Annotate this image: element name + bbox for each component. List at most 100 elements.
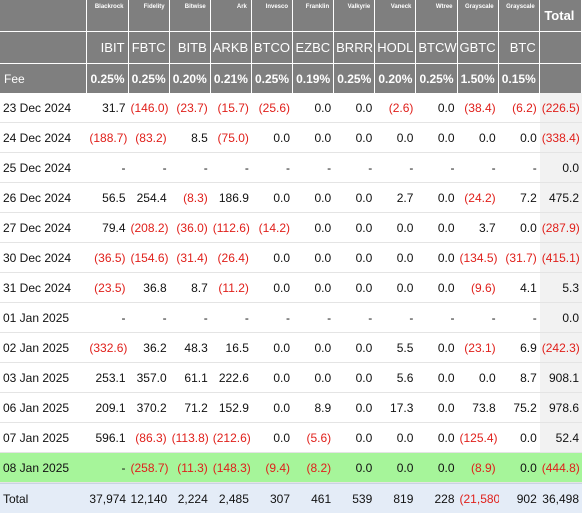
total-cell: 2,485 [210, 483, 252, 513]
flow-cell: - [498, 303, 540, 333]
flow-cell: (332.6) [87, 333, 129, 363]
table-row: 06 Jan 2025 209.1 370.2 71.2 152.9 0.0 8.9 0.0 1… [0, 393, 582, 423]
ticker-header: HODL [375, 31, 417, 63]
grand-total: 36,498 [539, 483, 582, 513]
table-row: 07 Jan 2025 596.1 (86.3) (113.8) (212.6) 0.0(… [0, 423, 582, 453]
fee-value: 0.25% [251, 63, 294, 93]
flow-cell: 0.0 [251, 243, 294, 273]
table-row: 03 Jan 2025 253.1 357.0 61.1 222.6 0.0 0.0 0.0 5… [0, 363, 582, 393]
ticker-header: BRRR [334, 31, 376, 63]
flow-cell: (258.7) [128, 453, 170, 483]
flow-cell: 8.9 [293, 393, 335, 423]
ticker-header: ARKB [210, 31, 252, 63]
table-row: 31 Dec 2024 (23.5) 36.8 8.7 (11.2) 0.0 0.0 0.0 0… [0, 273, 582, 303]
total-cell: 2,224 [169, 483, 211, 513]
flow-cell: (8.2) [293, 453, 335, 483]
issuer-name: Wtree [416, 0, 458, 31]
flow-cell: - [498, 153, 540, 183]
flow-cell: 73.8 [457, 393, 499, 423]
row-total: 52.4 [539, 423, 582, 453]
corner-cell [0, 31, 88, 63]
flow-cell: 6.9 [498, 333, 540, 363]
flow-cell: 370.2 [128, 393, 170, 423]
flow-cell: 0.0 [498, 453, 540, 483]
flow-cell: - [251, 303, 294, 333]
table-row: 08 Jan 2025- (258.7) (11.3) (148.3) (9.4) (8.… [0, 453, 582, 483]
flow-cell: 0.0 [334, 423, 376, 453]
total-cell: 307 [251, 483, 294, 513]
issuer-name: Franklin [293, 0, 335, 31]
ticker-header: BTC [498, 31, 540, 63]
flow-cell: 0.0 [375, 273, 417, 303]
flow-cell: - [334, 303, 376, 333]
row-date: 01 Jan 2025 [0, 303, 88, 333]
total-cell: 902 [498, 483, 540, 513]
flow-cell: 0.0 [375, 123, 417, 153]
row-date: 26 Dec 2024 [0, 183, 88, 213]
flow-cell: 0.0 [416, 423, 458, 453]
flow-cell: - [251, 153, 294, 183]
flow-cell: 0.0 [498, 123, 540, 153]
flow-cell: (5.6) [293, 423, 335, 453]
flow-cell: (83.2) [128, 123, 170, 153]
table-row: 26 Dec 2024 56.5 254.4 (8.3) 186.9 0.0 0.0 0.0 2… [0, 183, 582, 213]
flow-cell: 0.0 [457, 363, 499, 393]
row-total: (444.8) [539, 453, 582, 483]
flow-cell: (148.3) [210, 453, 252, 483]
flow-cell: 0.0 [498, 423, 540, 453]
flow-cell: - [169, 153, 211, 183]
flow-cell: 5.5 [375, 333, 417, 363]
issuer-name: Vaneck [375, 0, 417, 31]
ticker-header: FBTC [128, 31, 170, 63]
table-row: 02 Jan 2025 (332.6) 36.2 48.3 16.5 0.0 0.0 0.0 5… [0, 333, 582, 363]
row-total: 5.3 [539, 273, 582, 303]
flow-cell: 0.0 [334, 123, 376, 153]
flow-cell: 0.0 [457, 123, 499, 153]
flow-cell: 0.0 [416, 273, 458, 303]
ticker-header: BITB [169, 31, 211, 63]
flow-cell: 0.0 [293, 123, 335, 153]
flow-cell: 152.9 [210, 393, 252, 423]
flow-cell: (14.2) [251, 213, 294, 243]
flow-cell: 0.0 [375, 213, 417, 243]
flow-cell: (9.6) [457, 273, 499, 303]
issuer-name: Ark [210, 0, 252, 31]
totals-label: Total [0, 483, 88, 513]
row-total: 978.6 [539, 393, 582, 423]
row-total: 0.0 [539, 153, 582, 183]
flow-cell: 8.7 [498, 363, 540, 393]
flow-cell: 0.0 [416, 123, 458, 153]
flow-cell: 36.8 [128, 273, 170, 303]
flow-cell: 0.0 [498, 213, 540, 243]
issuer-name: Invesco [251, 0, 294, 31]
flow-cell: 4.1 [498, 273, 540, 303]
flow-cell: - [169, 303, 211, 333]
ticker-header: BTCO [251, 31, 294, 63]
flow-cell: - [128, 153, 170, 183]
flow-cell: 31.7 [87, 93, 129, 123]
flow-cell: 0.0 [251, 123, 294, 153]
fee-value: 1.50% [457, 63, 499, 93]
total-header: Total [539, 0, 582, 31]
flow-cell: 0.0 [251, 363, 294, 393]
total-cell: (21,580) [457, 483, 499, 513]
flow-cell: 8.7 [169, 273, 211, 303]
issuer-name: Valkyrie [334, 0, 376, 31]
flow-cell: 209.1 [87, 393, 129, 423]
flow-cell: 5.6 [375, 363, 417, 393]
flow-cell: - [375, 303, 417, 333]
flow-cell: (9.4) [251, 453, 294, 483]
total-cell: 37,974 [87, 483, 129, 513]
row-date: 23 Dec 2024 [0, 93, 88, 123]
flow-cell: 0.0 [334, 183, 376, 213]
flow-cell: 56.5 [87, 183, 129, 213]
flow-cell: 2.7 [375, 183, 417, 213]
flow-cell: 0.0 [293, 273, 335, 303]
flow-cell: (8.3) [169, 183, 211, 213]
fee-label: Fee [0, 63, 88, 93]
flow-cell: (36.5) [87, 243, 129, 273]
flow-cell: 0.0 [251, 333, 294, 363]
flow-cell: - [87, 453, 129, 483]
flow-cell: 596.1 [87, 423, 129, 453]
flow-cell: (146.0) [128, 93, 170, 123]
